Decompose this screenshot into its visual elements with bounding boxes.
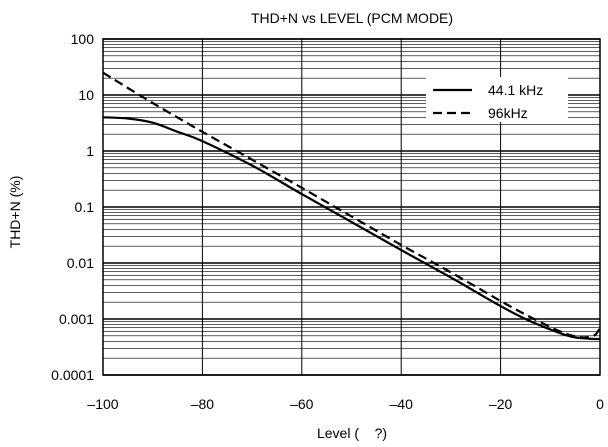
y-tick-label: 0.001 [59, 311, 94, 327]
x-tick-label: 0 [596, 396, 604, 412]
legend-label-44k: 44.1 kHz [488, 82, 543, 98]
plot-frame [102, 38, 601, 376]
series-line-44k [103, 116, 600, 341]
x-tick-label: –60 [290, 396, 314, 412]
x-tick-label: –20 [489, 396, 513, 412]
series-line-96k [103, 71, 600, 339]
y-tick-label: 100 [71, 31, 95, 47]
chart-title: THD+N vs LEVEL (PCM MODE) [251, 10, 453, 26]
legend-box [426, 77, 568, 122]
y-tick-labels: 0.0001 0.001 0.01 0.1 1 10 100 [51, 31, 94, 383]
x-tick-labels: –100 –80 –60 –40 –20 0 [87, 396, 604, 412]
x-tick-label: –80 [191, 396, 215, 412]
x-axis-label: Level ( ?) [317, 425, 387, 441]
y-tick-label: 10 [78, 87, 94, 103]
series-layer [103, 71, 600, 341]
y-tick-label: 0.01 [67, 255, 94, 271]
x-tick-label: –100 [87, 396, 118, 412]
legend: 44.1 kHz 96kHz [426, 77, 568, 122]
legend-label-96k: 96kHz [488, 105, 528, 121]
y-axis-label: THD+N (%) [7, 176, 23, 249]
x-tick-label: –40 [390, 396, 414, 412]
y-tick-label: 0.0001 [51, 367, 94, 383]
y-tick-label: 0.1 [75, 199, 95, 215]
y-tick-label: 1 [86, 143, 94, 159]
